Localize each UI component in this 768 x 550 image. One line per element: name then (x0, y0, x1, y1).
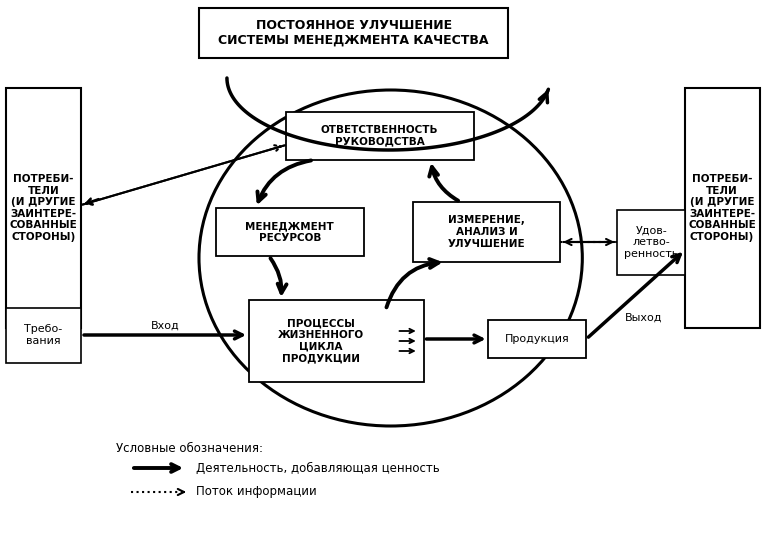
FancyBboxPatch shape (617, 210, 685, 275)
FancyBboxPatch shape (6, 88, 81, 328)
Text: ИЗМЕРЕНИЕ,
АНАЛИЗ И
УЛУЧШЕНИЕ: ИЗМЕРЕНИЕ, АНАЛИЗ И УЛУЧШЕНИЕ (448, 216, 525, 249)
Ellipse shape (199, 90, 582, 426)
Text: Деятельность, добавляющая ценность: Деятельность, добавляющая ценность (196, 461, 440, 475)
Text: Удов-
летво-
ренность: Удов- летво- ренность (624, 226, 678, 258)
Text: ПОТРЕБИ-
ТЕЛИ
(И ДРУГИЕ
ЗАИНТЕРЕ-
СОВАННЫЕ
СТОРОНЫ): ПОТРЕБИ- ТЕЛИ (И ДРУГИЕ ЗАИНТЕРЕ- СОВАНН… (688, 174, 756, 242)
FancyBboxPatch shape (216, 208, 364, 256)
FancyBboxPatch shape (6, 308, 81, 363)
Text: Вход: Вход (151, 321, 180, 331)
FancyBboxPatch shape (685, 88, 760, 328)
Text: ПОСТОЯННОЕ УЛУЧШЕНИЕ
СИСТЕМЫ МЕНЕДЖМЕНТА КАЧЕСТВА: ПОСТОЯННОЕ УЛУЧШЕНИЕ СИСТЕМЫ МЕНЕДЖМЕНТА… (218, 19, 489, 47)
FancyBboxPatch shape (488, 320, 586, 358)
FancyBboxPatch shape (412, 202, 561, 262)
Text: МЕНЕДЖМЕНТ
РЕСУРСОВ: МЕНЕДЖМЕНТ РЕСУРСОВ (246, 221, 334, 243)
Text: Продукция: Продукция (505, 334, 570, 344)
Text: Выход: Выход (624, 313, 662, 323)
FancyBboxPatch shape (199, 8, 508, 58)
Text: Требо-
вания: Требо- вания (24, 324, 62, 346)
FancyBboxPatch shape (249, 300, 424, 382)
Text: ПРОЦЕССЫ
ЖИЗНЕННОГО
ЦИКЛА
ПРОДУКЦИИ: ПРОЦЕССЫ ЖИЗНЕННОГО ЦИКЛА ПРОДУКЦИИ (278, 318, 364, 364)
Text: ПОТРЕБИ-
ТЕЛИ
(И ДРУГИЕ
ЗАИНТЕРЕ-
СОВАННЫЕ
СТОРОНЫ): ПОТРЕБИ- ТЕЛИ (И ДРУГИЕ ЗАИНТЕРЕ- СОВАНН… (9, 174, 77, 242)
FancyBboxPatch shape (286, 112, 474, 160)
Text: ОТВЕТСТВЕННОСТЬ
РУКОВОДСТВА: ОТВЕТСТВЕННОСТЬ РУКОВОДСТВА (321, 125, 439, 147)
Text: Поток информации: Поток информации (196, 486, 316, 498)
Text: Условные обозначения:: Условные обозначения: (116, 442, 263, 454)
